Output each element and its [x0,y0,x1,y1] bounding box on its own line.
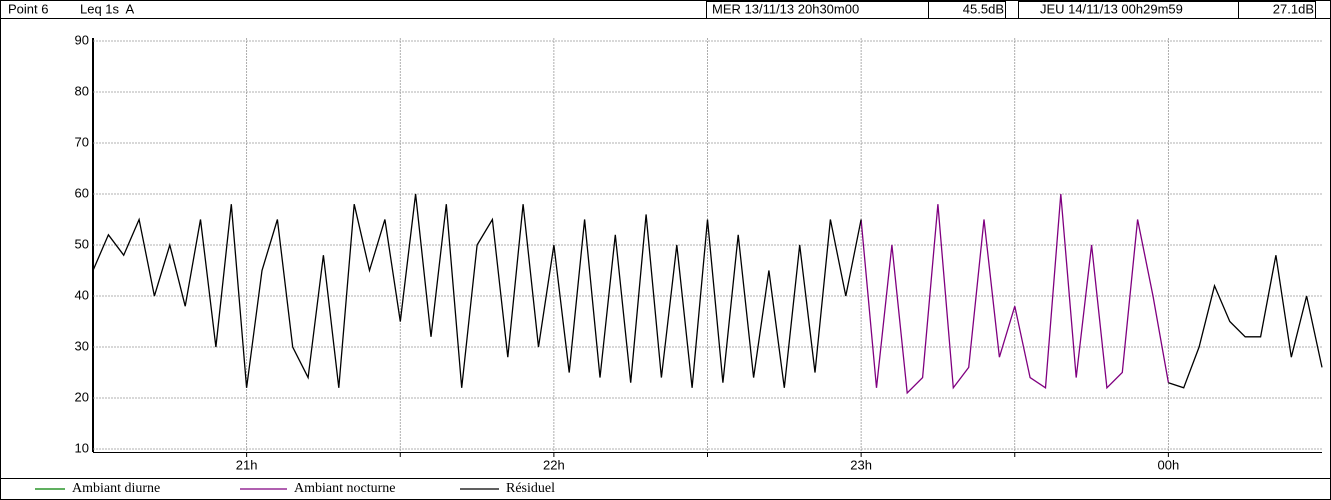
box [1238,1,1316,19]
legend-label: Résiduel [506,481,555,496]
series-line [92,193,1323,389]
end-level: 27.1dB [1273,1,1314,16]
start-time: MER 13/11/13 20h30m00 [712,1,859,16]
end-time: JEU 14/11/13 00h29m59 [1040,1,1183,16]
measure-label: Leq 1s A [80,1,135,16]
y-tick-label: 50 [75,236,89,251]
x-tick-label: 22h [543,457,565,472]
y-tick-label: 80 [75,83,89,98]
point-label: Point 6 [8,1,48,16]
y-tick-label: 30 [75,338,89,353]
start-level: 45.5dB [963,1,1004,16]
box [928,1,1006,19]
y-tick-label: 40 [75,287,89,302]
legend-label: Ambiant nocturne [294,481,395,496]
series-line [860,193,1170,395]
x-tick-label: 00h [1158,457,1180,472]
x-tick-label: 21h [236,457,258,472]
y-tick-label: 70 [75,134,89,149]
y-tick-label: 90 [75,32,89,47]
y-tick-label: 10 [75,440,89,455]
legend-label: Ambiant diurne [72,481,160,496]
y-tick-label: 20 [75,389,89,404]
x-tick-label: 23h [850,457,872,472]
y-tick-label: 60 [75,185,89,200]
